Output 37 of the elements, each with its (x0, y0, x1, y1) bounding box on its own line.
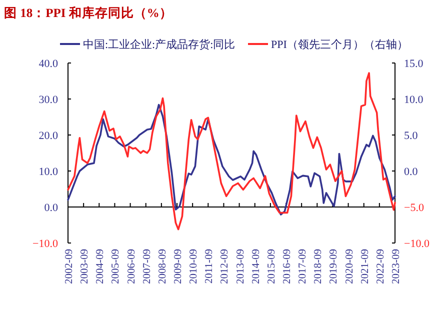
x-tick-label: 2002-09 (64, 249, 75, 284)
x-tick-label: 2015-09 (266, 249, 278, 284)
y2-tick-label: 0.0 (404, 166, 418, 178)
x-tick-label: 2012-09 (220, 249, 231, 284)
x-tick-label: 2019-09 (328, 249, 340, 284)
y-tick-label: 20.0 (38, 130, 58, 142)
x-tick-label: 2020-09 (344, 249, 356, 284)
x-tick-label: 2014-09 (250, 249, 262, 284)
y-tick-label: 10.0 (38, 166, 58, 178)
x-tick-label: 2022-09 (375, 249, 386, 284)
y2-tick-label: 10.0 (404, 94, 424, 106)
x-tick-label: 2005-09 (110, 249, 122, 284)
y2-tick-label: −5.0 (404, 202, 424, 214)
y2-tick-label: 5.0 (404, 130, 418, 142)
x-tick-label: 2011-09 (204, 249, 216, 284)
y-tick-label: 40.0 (38, 58, 58, 70)
y-tick-label: −10.0 (32, 238, 58, 250)
x-tick-label: 2009-09 (173, 249, 184, 284)
x-tick-label: 2008-09 (157, 249, 168, 284)
x-tick-label: 2006-09 (126, 249, 138, 284)
x-tick-label: 2016-09 (282, 249, 293, 284)
x-tick-label: 2021-09 (360, 249, 371, 284)
legend-label: PPI（领先三个月）（右轴） (271, 38, 408, 51)
y2-tick-label: −10.0 (404, 238, 430, 250)
x-tick-label: 2017-09 (298, 249, 309, 284)
legend-label: 中国:工业企业:产成品存货:同比 (83, 38, 236, 51)
chart-title: 图 18：PPI 和库存同比（%） (4, 5, 172, 20)
x-tick-label: 2007-09 (142, 249, 153, 284)
x-tick-label: 2013-09 (235, 249, 246, 284)
x-tick-label: 2004-09 (95, 249, 106, 284)
x-tick-label: 2018-09 (313, 249, 324, 284)
x-tick-label: 2003-09 (80, 249, 91, 284)
y2-tick-label: 15.0 (404, 58, 424, 70)
y-tick-label: 30.0 (38, 94, 58, 106)
x-tick-label: 2010-09 (188, 249, 200, 284)
x-tick-label: 2023-09 (391, 249, 402, 284)
y-tick-label: 0.0 (44, 202, 58, 214)
